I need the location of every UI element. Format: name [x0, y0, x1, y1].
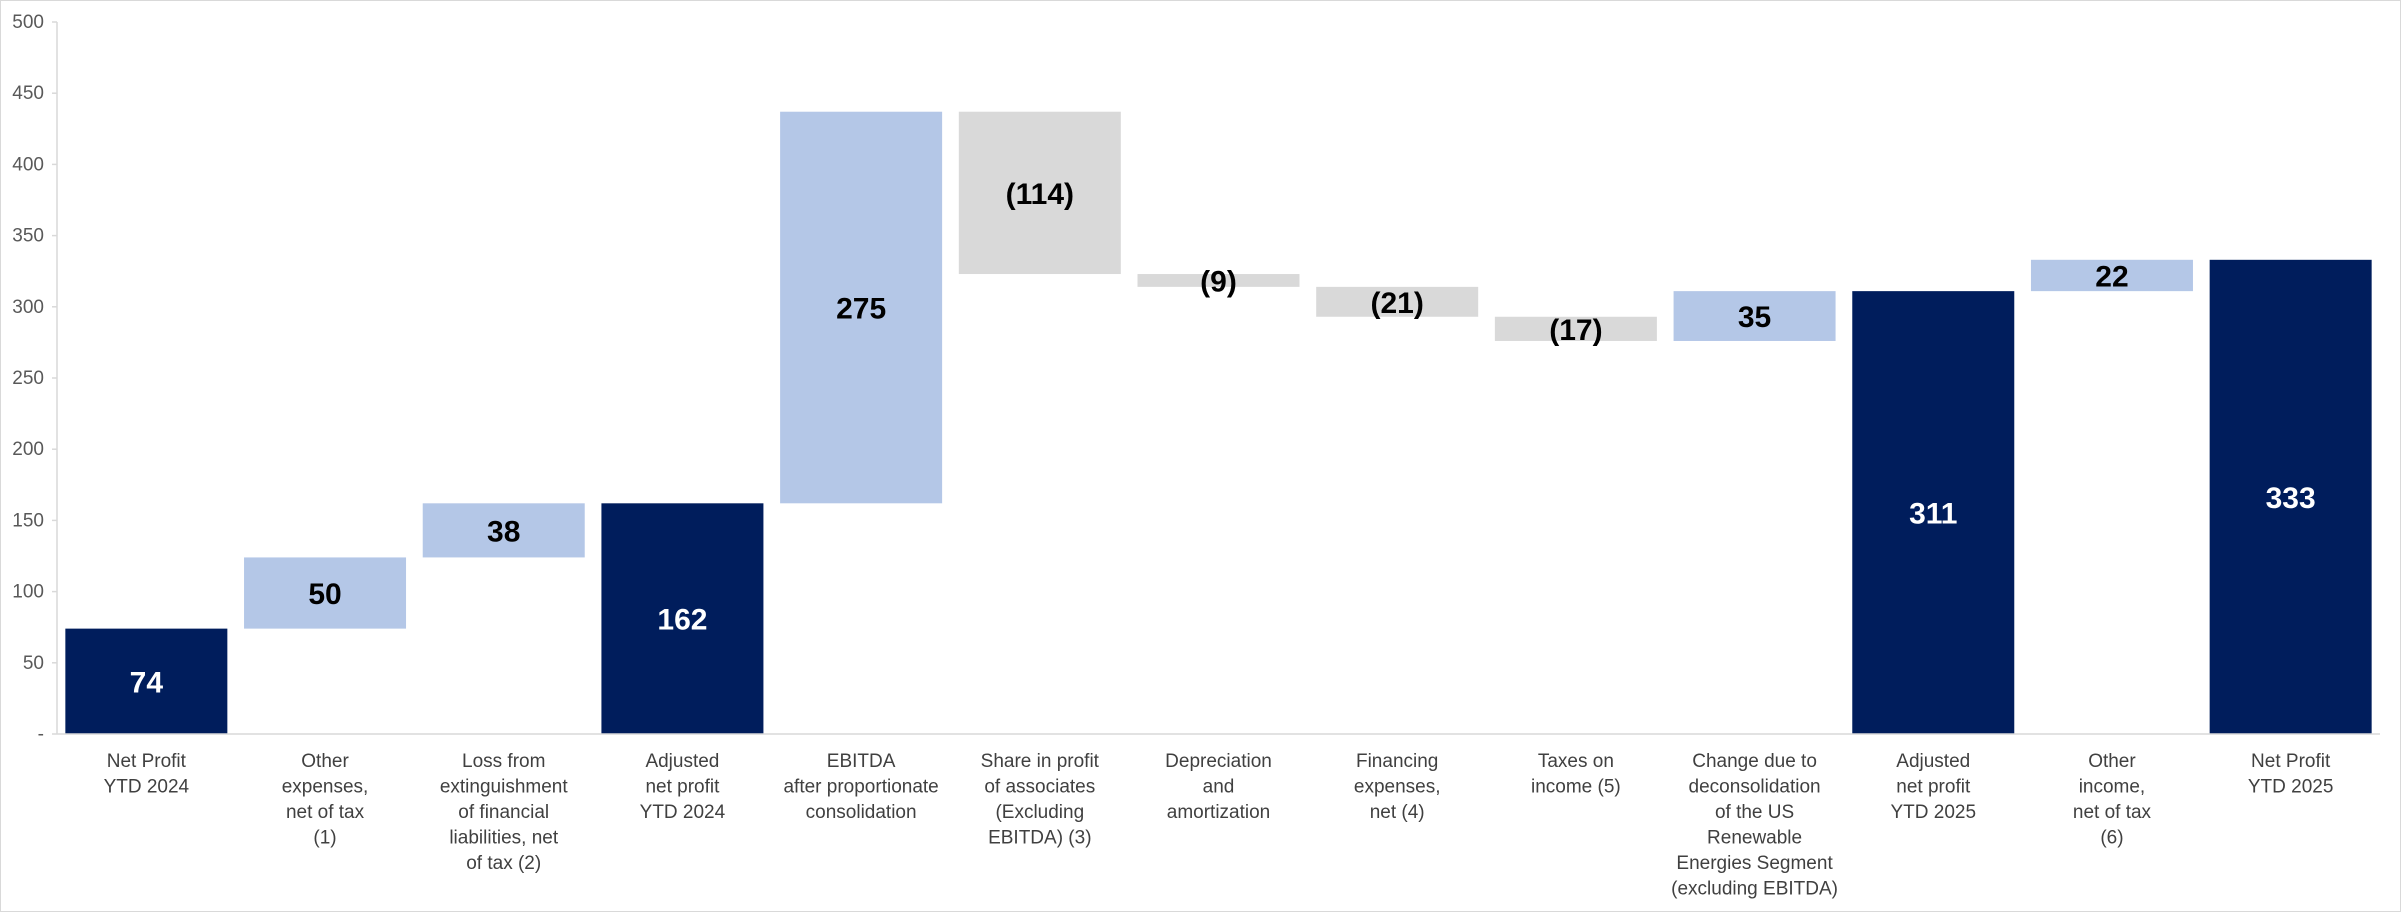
- waterfall-bar-increase: [780, 111, 943, 504]
- category-label: Taxes on income (5): [1531, 751, 1621, 798]
- bar-value-label: 22: [2095, 260, 2128, 293]
- y-tick-label: 100: [12, 582, 44, 603]
- category-label: Adjusted net profit YTD 2025: [1890, 751, 1976, 823]
- waterfall-bar-increase: [1673, 291, 1836, 341]
- category-label: Share in profit of associates (Excluding EB…: [981, 751, 1100, 849]
- category-label: Financing expenses, net (4): [1354, 751, 1441, 823]
- category-label: Loss from extinguishment of financial liabi…: [440, 751, 569, 874]
- bar-value-label: 333: [2266, 482, 2316, 515]
- y-tick-label: 450: [12, 83, 44, 104]
- y-tick-label: 50: [23, 653, 44, 674]
- waterfall-bar-decrease: [1494, 316, 1657, 341]
- category-label: Net Profit YTD 2025: [2248, 751, 2334, 798]
- waterfall-bar-total: [65, 628, 228, 734]
- waterfall-bar-decrease: [1316, 286, 1479, 317]
- category-label: Other income, net of tax (6): [2073, 751, 2152, 849]
- bar-value-label: (9): [1200, 265, 1237, 298]
- category-label: EBITDA after proportionate consolidation: [783, 751, 938, 823]
- bar-value-label: 275: [836, 293, 886, 326]
- y-tick-label: 200: [12, 439, 44, 460]
- waterfall-bar-decrease: [1137, 274, 1300, 287]
- y-tick-label: 250: [12, 368, 44, 389]
- category-label: Depreciation and amortization: [1165, 751, 1272, 823]
- waterfall-bar-decrease: [958, 111, 1121, 275]
- waterfall-bar-increase: [244, 557, 407, 629]
- waterfall-bar-total: [1852, 291, 2015, 734]
- y-tick-label: 400: [12, 154, 44, 175]
- waterfall-bar-increase: [2030, 259, 2193, 292]
- waterfall-bar-total: [601, 503, 764, 734]
- bar-value-label: (17): [1549, 314, 1602, 347]
- bar-value-label: 38: [487, 515, 520, 548]
- bar-value-label: 35: [1738, 301, 1771, 334]
- bar-value-label: (114): [1006, 178, 1074, 211]
- category-label: Net Profit YTD 2024: [104, 751, 190, 798]
- waterfall-bar-increase: [422, 503, 585, 558]
- bar-value-label: 50: [308, 578, 341, 611]
- y-tick-label: 350: [12, 226, 44, 247]
- y-tick-label: 300: [12, 297, 44, 318]
- y-tick-label: -: [38, 724, 44, 745]
- bar-value-label: 311: [1909, 498, 1957, 531]
- category-label: Adjusted net profit YTD 2024: [640, 751, 726, 823]
- category-label: Change due to deconsolidation of the US Ren…: [1671, 751, 1838, 900]
- bar-value-label: 74: [130, 666, 164, 699]
- waterfall-bar-total: [2209, 259, 2372, 734]
- bar-value-label: 162: [657, 604, 707, 637]
- bar-value-label: (21): [1371, 287, 1424, 320]
- category-label: Other expenses, net of tax (1): [282, 751, 369, 849]
- y-tick-label: 150: [12, 510, 44, 531]
- y-tick-label: 500: [12, 12, 44, 33]
